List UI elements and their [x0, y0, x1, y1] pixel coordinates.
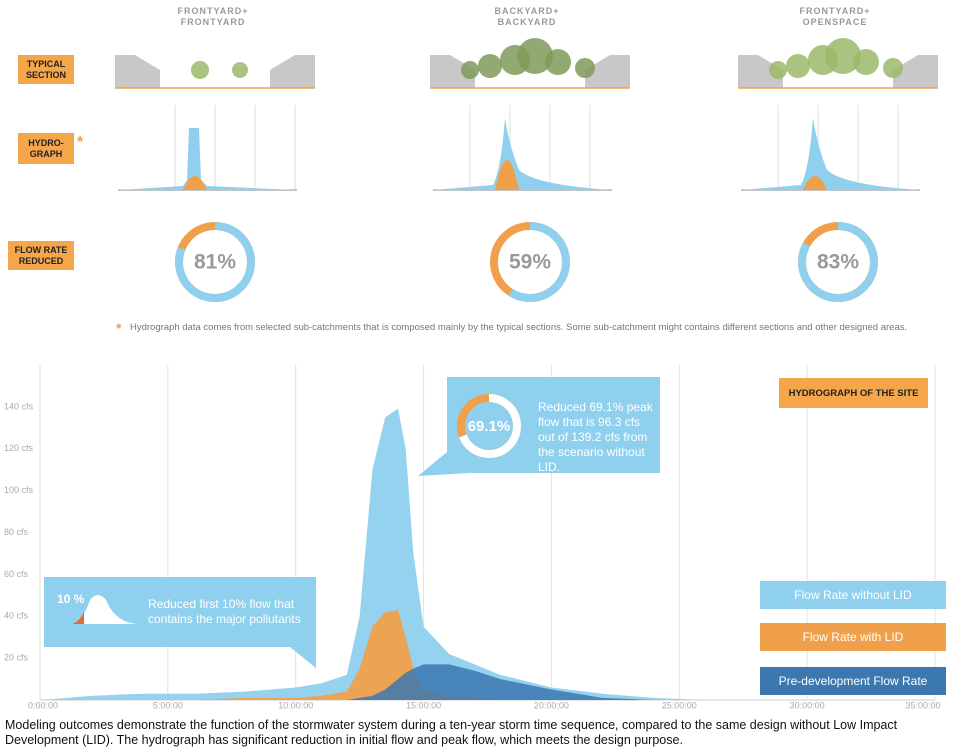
section-tree	[825, 38, 861, 74]
y-tick-label: 140 cfs	[4, 401, 34, 411]
section-building	[738, 55, 783, 88]
x-tick-label: 15:00:00	[406, 700, 441, 710]
section-tree	[575, 58, 595, 78]
section-tree	[853, 49, 879, 75]
row-label: FLOW RATE REDUCED	[8, 241, 74, 270]
callout-label: 10 %	[57, 592, 85, 606]
donut-label: 81%	[194, 251, 236, 274]
callout-curve-part	[70, 612, 84, 624]
donut-label: 59%	[509, 251, 551, 274]
asterisk: *	[116, 320, 122, 336]
x-tick-label: 10:00:00	[278, 700, 313, 710]
footnote: Hydrograph data comes from selected sub-…	[130, 322, 908, 333]
column-title: BACKYARD+ BACKYARD	[494, 6, 560, 27]
hydro-shape	[741, 118, 920, 190]
callout-label: 69.1%	[468, 418, 511, 435]
y-tick-label: 100 cfs	[4, 485, 34, 495]
section-tree	[883, 58, 903, 78]
x-tick-label: 35:00:00	[905, 700, 940, 710]
section-tree	[545, 49, 571, 75]
callout-text: Reduced 69.1% peak flow that is 96.3 cfs…	[538, 400, 653, 474]
section-tree	[517, 38, 553, 74]
row-label: TYPICAL SECTION	[18, 55, 74, 84]
section-building	[430, 55, 475, 88]
section-building	[270, 55, 315, 88]
section-tree	[461, 61, 479, 79]
hydro-shape	[803, 176, 827, 190]
section-building	[585, 55, 630, 88]
hydro-shape	[495, 160, 519, 190]
legend-entry: Flow Rate with LID	[760, 623, 946, 651]
column-title: FRONTYARD+ FRONTYARD	[177, 6, 249, 27]
donut-segment	[798, 222, 878, 302]
chart-title: HYDROGRAPH OF THE SITE	[779, 378, 928, 408]
hydro-shape	[433, 118, 612, 190]
callout-curve	[70, 595, 140, 624]
hydro-shape	[118, 128, 297, 190]
x-tick-label: 20:00:00	[534, 700, 569, 710]
y-tick-label: 80 cfs	[4, 527, 29, 537]
row-label: HYDRO-GRAPH	[18, 133, 74, 164]
y-tick-label: 120 cfs	[4, 443, 34, 453]
legend-entry: Flow Rate without LID	[760, 581, 946, 609]
section-building	[893, 55, 938, 88]
area	[40, 664, 935, 700]
donut-label: 83%	[817, 251, 859, 274]
x-tick-label: 30:00:00	[790, 700, 825, 710]
donut-segment	[175, 222, 255, 302]
section-tree	[786, 54, 810, 78]
section-tree	[769, 61, 787, 79]
section-tree	[478, 54, 502, 78]
caption: Modeling outcomes demonstrate the functi…	[5, 718, 898, 747]
x-tick-label: 0:00:00	[28, 700, 58, 710]
section-tree	[232, 62, 248, 78]
x-tick-label: 5:00:00	[153, 700, 183, 710]
callout-text: Reduced first 10% flow that contains the…	[148, 597, 301, 626]
callout-box	[44, 577, 316, 668]
legend-entry: Pre-development Flow Rate	[760, 667, 946, 695]
y-tick-label: 60 cfs	[4, 569, 29, 579]
section-building	[115, 55, 160, 88]
column-title: FRONTYARD+ OPENSPACE	[799, 6, 871, 27]
asterisk: *	[77, 134, 84, 151]
y-tick-label: 20 cfs	[4, 653, 29, 663]
section-tree	[191, 61, 209, 79]
y-tick-label: 40 cfs	[4, 611, 29, 621]
hydro-shape	[183, 176, 207, 190]
donut-segment	[490, 222, 570, 302]
callout-donut	[457, 394, 521, 458]
x-tick-label: 25:00:00	[662, 700, 697, 710]
